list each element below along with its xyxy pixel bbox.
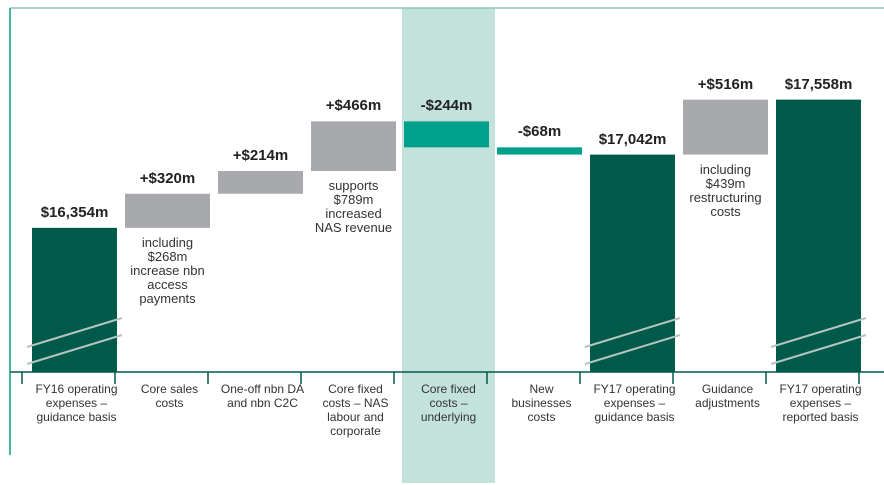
value-label: -$244m xyxy=(420,97,473,115)
axis-break xyxy=(26,334,123,365)
bar xyxy=(218,170,303,194)
axis-break xyxy=(26,317,123,348)
bar xyxy=(404,121,489,148)
category-label: Core fixed costs – underlying xyxy=(420,382,477,424)
annotation: supports $789m increased NAS revenue xyxy=(314,177,393,235)
annotation: including $268m increase nbn access paym… xyxy=(130,234,205,306)
value-label: -$68m xyxy=(517,123,562,141)
bar xyxy=(683,99,768,155)
category-label: Core fixed costs – NAS labour and corpor… xyxy=(322,382,389,438)
value-label: +$320m xyxy=(139,169,196,187)
value-label: +$516m xyxy=(697,75,754,93)
bar xyxy=(32,227,117,372)
bar xyxy=(776,99,861,373)
value-label: $17,558m xyxy=(784,75,853,93)
bar xyxy=(590,154,675,372)
bar xyxy=(497,147,582,155)
axis-break xyxy=(584,317,681,348)
axis-break xyxy=(770,317,867,348)
bar xyxy=(125,193,210,228)
category-label: FY16 operating expenses – guidance basis xyxy=(35,382,118,424)
category-label: FY17 operating expenses – reported basis xyxy=(779,382,862,424)
annotation: including $439m restructuring costs xyxy=(689,161,762,219)
bar xyxy=(311,121,396,171)
value-label: +$466m xyxy=(325,97,382,115)
highlight-column xyxy=(402,8,495,483)
category-label: One-off nbn DA and nbn C2C xyxy=(220,382,305,410)
value-label: $17,042m xyxy=(598,130,667,148)
value-label: +$214m xyxy=(232,146,289,164)
value-label: $16,354m xyxy=(40,203,109,221)
category-label: New businesses costs xyxy=(511,382,572,424)
axis-break xyxy=(584,334,681,365)
category-label: FY17 operating expenses – guidance basis xyxy=(593,382,676,424)
category-label: Guidance adjustments xyxy=(695,382,760,410)
category-label: Core sales costs xyxy=(140,382,199,410)
axis-break xyxy=(770,334,867,365)
